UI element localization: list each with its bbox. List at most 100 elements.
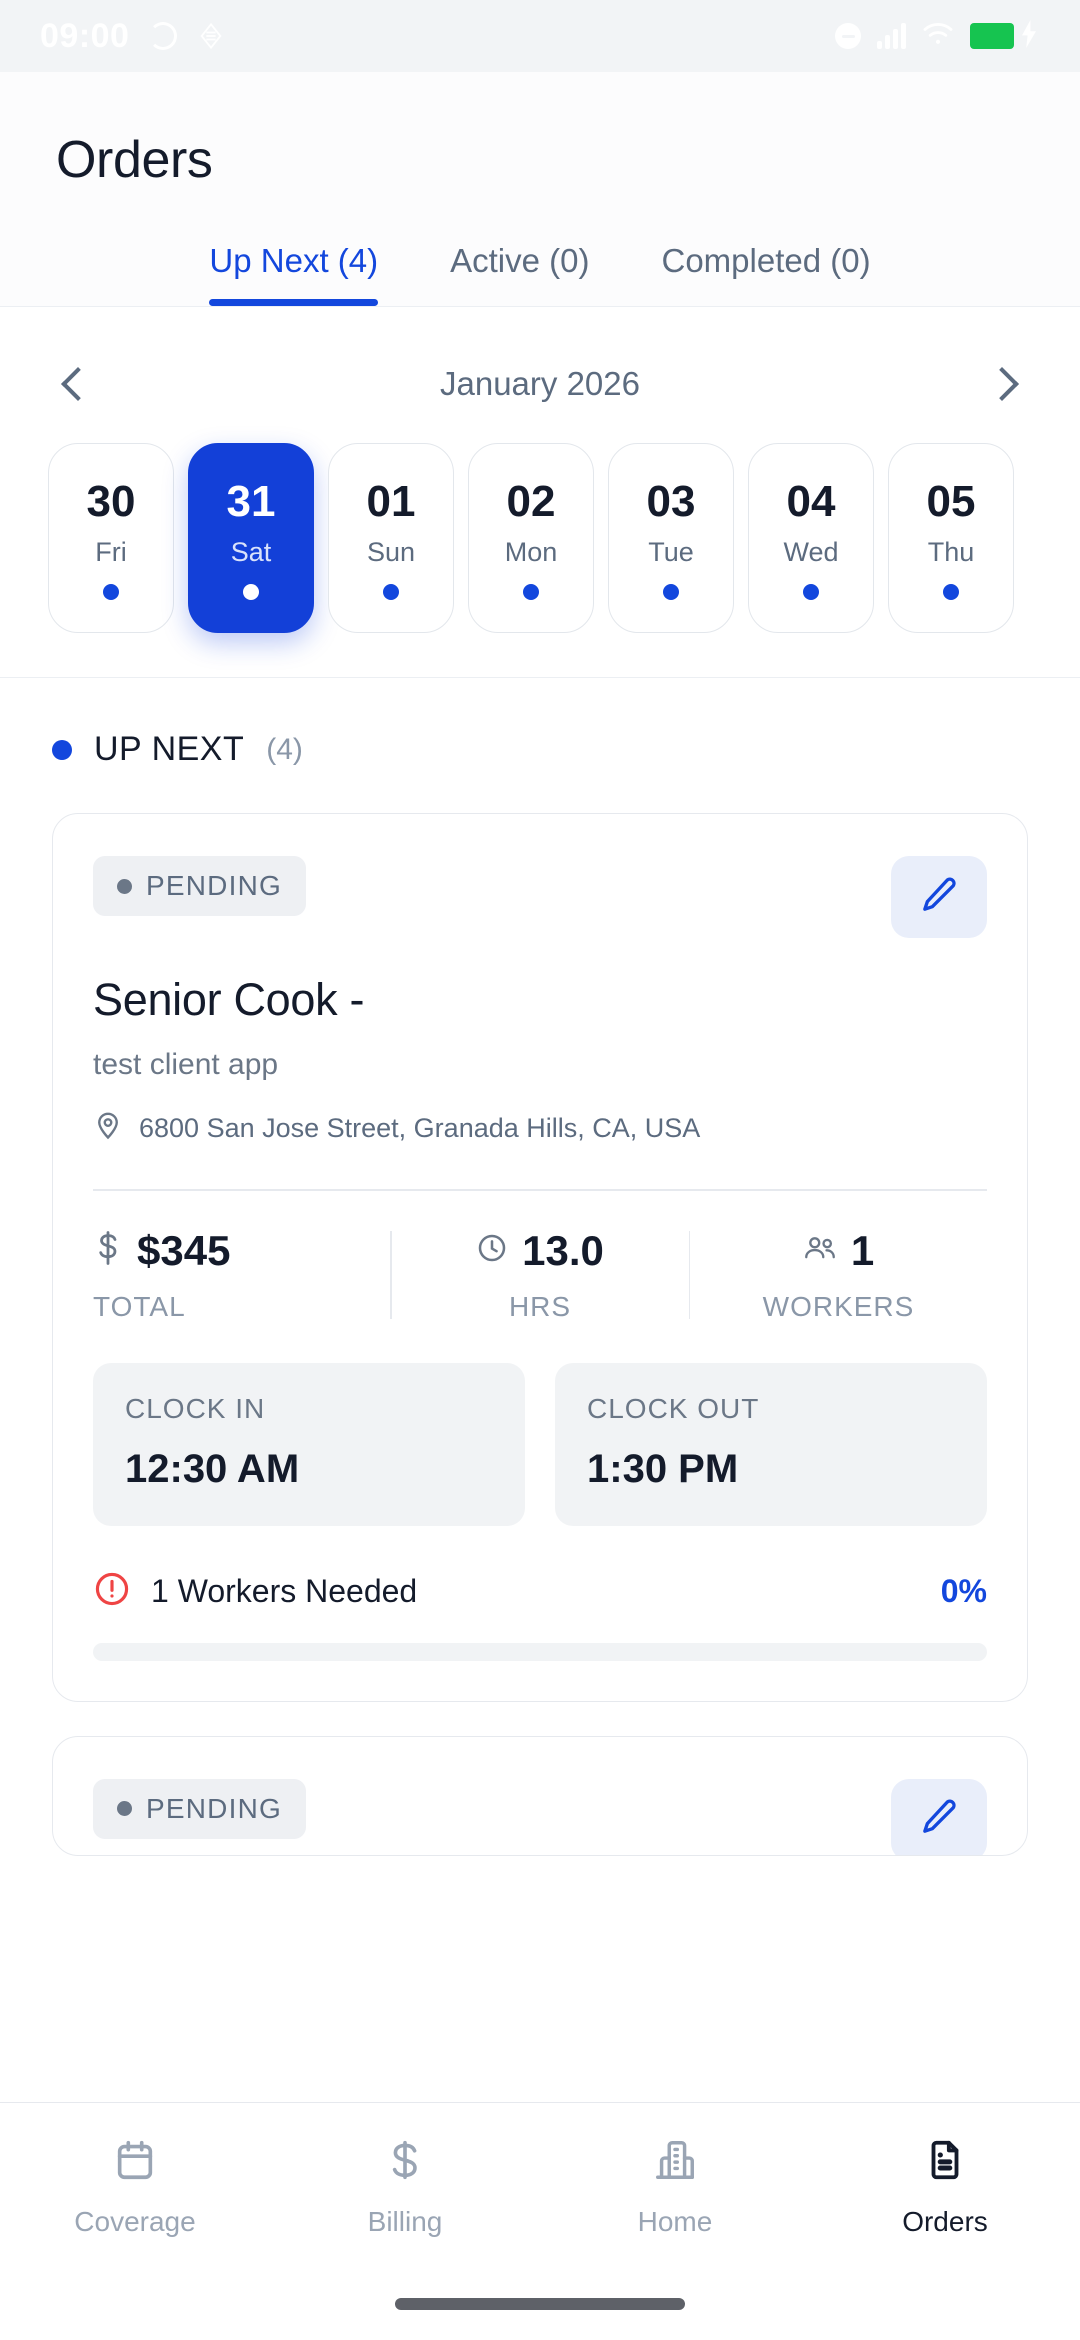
nav-label-home: Home [637,2205,713,2237]
workers-needed-row: 1 Workers Needed 0% [93,1570,987,1613]
stat-total-label: TOTAL [93,1290,186,1322]
diamond-icon [197,22,225,50]
status-badge-label: PENDING [146,870,282,901]
chevron-right-icon[interactable] [985,367,1019,401]
stat-hours-value: 13.0 [522,1226,604,1274]
stat-workers: 1 WORKERS [690,1227,987,1323]
order-address-row: 6800 San Jose Street, Granada Hills, CA,… [93,1110,987,1147]
order-card[interactable]: PENDING Senior Cook - test client app 68… [52,813,1028,1702]
status-dot-icon [117,878,132,894]
dnd-icon [835,23,861,49]
fill-percentage: 0% [940,1572,987,1609]
status-badge-label: PENDING [146,1792,282,1824]
section-header-up-next: UP NEXT (4) [0,678,1080,769]
pencil-icon [919,875,959,920]
order-client: test client app [93,1048,279,1081]
battery-icon [970,23,1014,49]
section-title: UP NEXT [94,730,245,768]
page-header: Orders [0,72,1080,190]
month-label: January 2026 [440,365,640,402]
section-bullet-icon [52,739,72,760]
status-badge: PENDING [93,1778,306,1839]
nav-item-home[interactable]: Home [540,2137,810,2238]
date-weekday: Wed [783,536,839,567]
nav-label-billing: Billing [367,2205,443,2237]
status-bar-clock: 09:00 [40,16,130,55]
order-title: Senior Cook - [93,974,365,1025]
building-icon [652,2137,698,2188]
stat-hours-label: HRS [508,1290,572,1322]
nav-item-orders[interactable]: Orders [810,2137,1080,2238]
date-chip-01[interactable]: 01 Sun [328,443,454,633]
nav-item-coverage[interactable]: Coverage [0,2137,270,2238]
tab-active[interactable]: Active (0) [450,242,590,279]
date-chip-30[interactable]: 30 Fri [48,443,174,633]
clock-in-label: CLOCK IN [125,1392,266,1424]
month-navigator: January 2026 [0,307,1080,403]
bottom-navigation-bar: Coverage Billing Home [0,2102,1080,2340]
workers-needed-text: 1 Workers Needed [151,1572,418,1609]
date-weekday: Sat [230,536,272,567]
stat-hours: 13.0 HRS [392,1227,689,1323]
date-weekday: Tue [648,536,694,567]
map-pin-icon [93,1110,123,1147]
document-icon [922,2137,968,2188]
date-number: 03 [646,476,696,526]
nav-item-billing[interactable]: Billing [270,2137,540,2238]
date-number: 05 [926,476,976,526]
tab-up-next[interactable]: Up Next (4) [203,242,384,306]
date-event-dot [383,583,399,600]
charging-bolt-icon [1018,19,1040,53]
clock-out-value: 1:30 PM [587,1446,739,1491]
dollar-icon [93,1231,123,1270]
clock-out-box[interactable]: CLOCK OUT 1:30 PM [555,1362,987,1526]
edit-order-button-2[interactable] [891,1778,987,1855]
date-number: 01 [366,476,416,526]
date-event-dot [943,583,959,600]
tab-completed[interactable]: Completed (0) [661,242,871,279]
date-weekday: Thu [927,536,975,567]
clock-out-label: CLOCK OUT [587,1392,760,1424]
status-bar-right [835,19,1040,53]
stat-divider [390,1230,392,1319]
date-chip-05[interactable]: 05 Thu [888,443,1014,633]
order-address: 6800 San Jose Street, Granada Hills, CA,… [139,1113,701,1143]
date-number: 02 [506,476,556,526]
stat-workers-value: 1 [850,1226,875,1274]
date-chip-04[interactable]: 04 Wed [748,443,874,633]
cellular-signal-icon [877,23,906,49]
date-event-dot [663,583,679,600]
nav-label-orders: Orders [902,2205,988,2237]
order-card-top: PENDING [93,856,987,938]
tab-bar: Up Next (4) Active (0) Completed (0) [0,190,1080,307]
home-indicator [395,2298,685,2310]
section-count: (4) [266,732,303,766]
date-chip-31[interactable]: 31 Sat [188,443,314,633]
nav-label-coverage: Coverage [74,2205,196,2237]
stat-divider [688,1230,690,1319]
date-strip[interactable]: 30 Fri 31 Sat 01 Sun 02 Mon 03 Tue 04 We… [0,403,1080,678]
date-event-dot [523,583,539,600]
card-divider [93,1189,987,1191]
date-chip-02[interactable]: 02 Mon [468,443,594,633]
date-chip-03[interactable]: 03 Tue [608,443,734,633]
stat-workers-label: WORKERS [762,1290,915,1322]
date-weekday: Mon [504,536,558,567]
status-dot-icon [117,1801,132,1816]
date-number: 30 [86,476,136,526]
edit-order-button[interactable] [891,856,987,938]
wifi-icon [922,21,954,52]
chevron-left-icon[interactable] [61,367,95,401]
order-card-2[interactable]: PENDING [52,1735,1028,1856]
status-badge: PENDING [93,856,306,916]
page-scroll-area[interactable]: Orders Up Next (4) Active (0) Completed … [0,72,1080,2202]
status-bar: 09:00 [0,0,1080,72]
calendar-icon [112,2137,158,2188]
clock-in-box[interactable]: CLOCK IN 12:30 AM [93,1362,525,1526]
loading-spinner-icon [149,22,178,50]
date-number: 04 [786,476,836,526]
clock-times: CLOCK IN 12:30 AM CLOCK OUT 1:30 PM [93,1362,987,1526]
status-bar-left: 09:00 [40,17,225,56]
page-title: Orders [56,131,213,189]
date-event-dot [803,583,819,600]
